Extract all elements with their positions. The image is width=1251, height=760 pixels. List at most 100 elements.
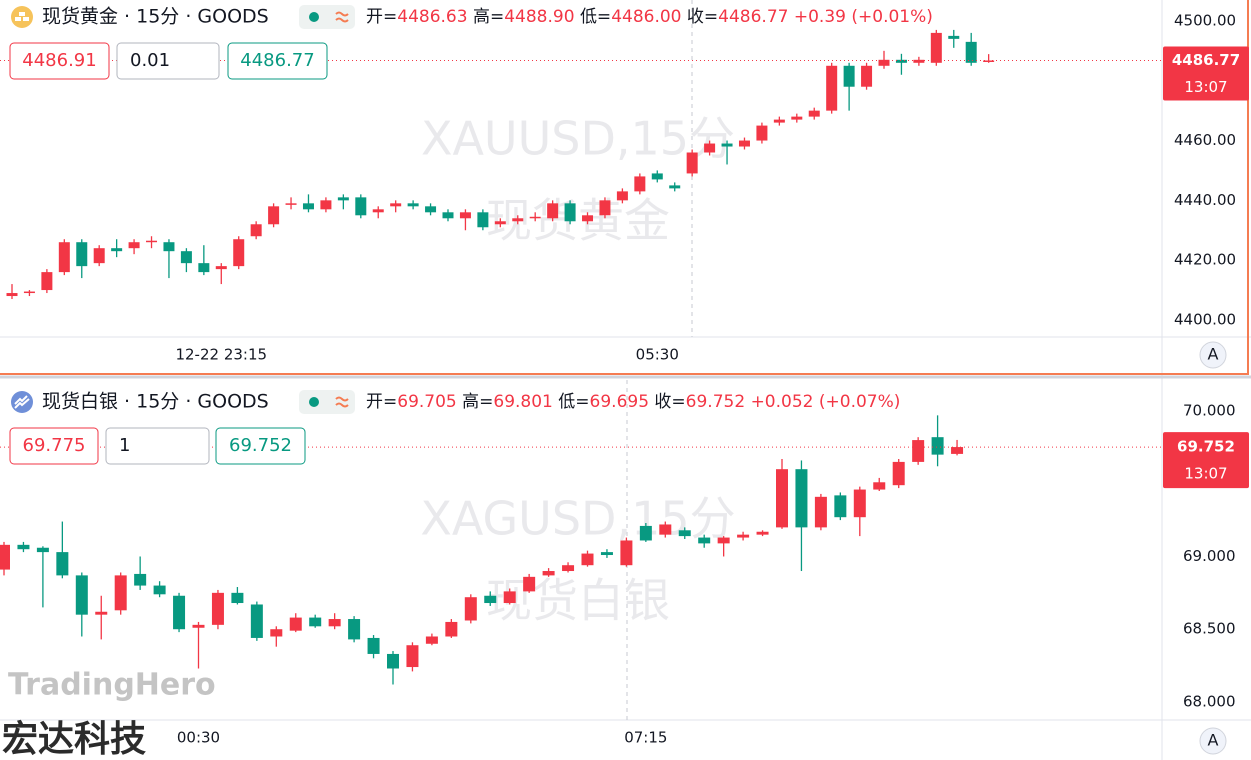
auto-scale-label[interactable]: A [1208,345,1219,364]
candle-body [698,537,711,544]
candle-body [620,540,633,566]
order-button[interactable] [116,42,220,80]
candle-body [425,636,438,644]
candle-body [250,604,263,638]
candle-body [616,191,628,201]
y-tick-label: 4400.00 [1174,310,1236,328]
order-button[interactable] [227,42,328,80]
candle-body [651,173,663,180]
candle-body [58,242,70,273]
candle-body [309,617,322,627]
order-button-label[interactable]: 4486.77 [240,50,314,71]
brand-watermark: TradingHero [8,668,216,703]
gold-icon [11,6,33,28]
ohlc-label: 开= [366,7,397,27]
symbol-watermark: XAGUSD,15分 [420,492,735,546]
change: +0.39 [794,7,846,27]
candle-body [808,110,820,117]
auto-scale-button[interactable] [1199,341,1227,369]
order-button[interactable] [105,427,210,465]
candle-body [75,575,88,615]
candle-body [892,461,905,486]
candle-body [861,65,873,87]
candle-body [36,547,49,553]
candle-body [355,197,367,216]
candle-body [721,143,733,147]
candle-body [834,495,847,518]
candle-body [542,571,555,576]
y-tick-label: 4440.00 [1174,191,1236,209]
symbol-watermark: 现货白银 [486,574,670,628]
y-tick-label: 4500.00 [1174,11,1236,29]
order-button-label[interactable]: 4486.91 [22,50,96,71]
candle-body [114,575,127,611]
x-tick-label: 07:15 [624,729,667,747]
status-dot [309,12,319,22]
candle-body [878,59,890,66]
candle-body [951,447,964,454]
change-percent: (+0.01%) [851,7,933,27]
y-tick-label: 4460.00 [1174,131,1236,149]
candle-body [776,469,788,528]
price-tag [1163,46,1249,101]
candle-body [406,645,419,668]
ohlc-label: 低= [580,7,611,27]
candle-body [873,482,886,490]
candle-body [445,621,458,637]
ohlc-legend: 开=69.705 高=69.801 低=69.695 收=69.752 +0.0… [366,392,900,412]
order-button-label[interactable]: 1 [119,435,130,456]
candle-body [146,240,158,243]
candle-body [529,216,541,219]
price-tag-label: 4486.77 [1172,51,1240,69]
candle-body [826,65,838,111]
candle-body [192,624,205,628]
candle-body [948,35,960,39]
symbol-title: 现货黄金 · 15分 · GOODS [42,6,269,28]
status-pill [299,390,355,414]
candle-body [795,469,808,528]
candle-body [289,617,302,631]
candle-body [6,293,18,297]
candle-body [494,221,506,225]
candle-body [215,266,227,270]
x-tick-label: 05:30 [636,346,679,364]
candle-body [773,119,785,123]
candle-body [738,140,750,147]
candle-body [348,619,361,640]
ohlc-label: 低= [558,392,589,412]
auto-scale-button[interactable] [1199,727,1227,755]
candle-body [523,576,536,592]
order-button-label[interactable]: 69.752 [229,435,292,456]
candle-body [407,203,419,207]
candle-body [582,215,594,222]
candle-body [843,65,855,87]
candle-body [547,203,559,219]
brand-watermark: 宏达科技 [2,719,146,760]
selected-pane-border [0,0,1249,375]
ohlc-label: 收= [654,392,685,412]
candle-body [23,291,35,294]
candle-body [285,203,297,205]
candle-body [983,60,995,62]
candle-body [95,611,108,615]
candle-body [756,531,769,535]
candle-body [56,552,69,576]
change: +0.052 [751,392,814,412]
order-button-label[interactable]: 0.01 [130,50,170,71]
candle-body [270,629,283,637]
auto-scale-label[interactable]: A [1208,731,1219,750]
candle-body [600,552,613,556]
candle-body [390,203,402,207]
ohlc-value: 69.752 [686,392,745,412]
order-button[interactable] [215,427,306,465]
candle-body [153,585,166,595]
candle-body [93,248,105,264]
order-button[interactable] [9,42,110,80]
candle-body [233,239,245,267]
order-button[interactable] [9,427,99,465]
order-button-label[interactable]: 69.775 [23,435,86,456]
ohlc-label: 高= [473,7,504,27]
candle-body [756,125,768,141]
candle-body [965,41,977,63]
